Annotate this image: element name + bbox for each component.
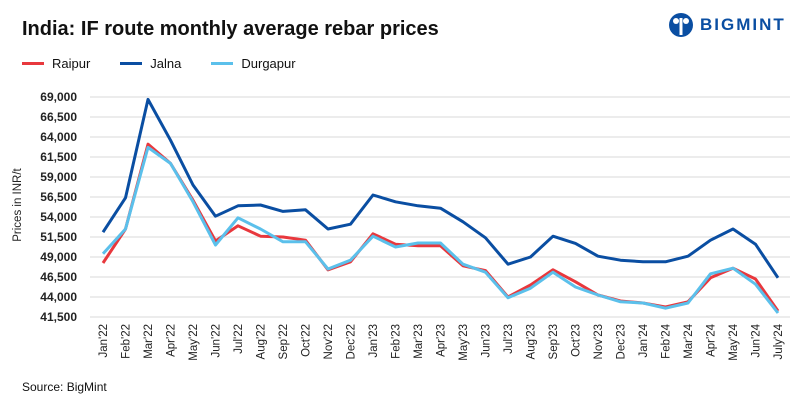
y-tick-label: 41,500	[40, 310, 77, 324]
legend-swatch	[22, 62, 44, 65]
x-tick-label: Jan'23	[368, 324, 380, 358]
x-tick-label: Jun'22	[211, 324, 223, 358]
x-tick-label: July'24	[773, 323, 785, 359]
y-tick-label: 59,000	[40, 170, 77, 184]
y-tick-label: 69,000	[40, 90, 77, 104]
x-tick-label: Apr'24	[706, 323, 718, 356]
legend-label: Raipur	[52, 56, 91, 71]
x-tick-label: Dec'22	[346, 324, 358, 359]
series-line-raipur	[101, 142, 780, 312]
brand-name: BIGMINT	[700, 15, 786, 34]
x-tick-label: Dec'23	[616, 324, 628, 359]
x-tick-label: Sep'22	[278, 324, 290, 359]
x-tick-label: Oct'23	[571, 324, 583, 357]
legend-item-jalna: Jalna	[120, 56, 181, 71]
y-tick-label: 44,000	[40, 290, 77, 304]
bigmint-logo: BIGMINT	[668, 12, 786, 38]
y-tick-label: 66,500	[40, 110, 77, 124]
x-tick-label: Apr'23	[436, 324, 448, 357]
x-tick-label: Nov'23	[593, 324, 605, 359]
legend: Raipur Jalna Durgapur	[22, 56, 296, 71]
x-tick-label: Mar'23	[413, 324, 425, 359]
source-note: Source: BigMint	[22, 380, 107, 394]
series-line-durgapur	[101, 145, 780, 314]
y-axis-label: Prices in INR/t	[12, 167, 24, 241]
x-tick-label: Aug'23	[526, 324, 538, 359]
x-tick-label: Feb'24	[661, 323, 673, 358]
x-tick-label: Jun'23	[481, 324, 493, 358]
legend-swatch	[211, 62, 234, 65]
x-tick-label: Feb'22	[121, 324, 133, 359]
legend-item-raipur: Raipur	[22, 56, 90, 71]
y-tick-label: 64,000	[40, 130, 77, 144]
legend-label: Durgapur	[241, 56, 296, 71]
x-tick-label: Jul'23	[503, 324, 515, 354]
y-tick-label: 54,000	[40, 210, 77, 224]
x-tick-label: Aug'22	[256, 324, 268, 359]
x-tick-label: Sep'23	[548, 324, 560, 359]
series-line-jalna	[101, 97, 780, 279]
x-tick-label: Apr'22	[166, 324, 178, 357]
x-tick-label: May'22	[188, 324, 200, 361]
y-tick-label: 61,500	[40, 150, 77, 164]
x-tick-label: Mar'22	[143, 324, 155, 359]
y-tick-label: 49,000	[40, 250, 77, 264]
x-tick-label: Oct'22	[301, 324, 313, 357]
legend-swatch	[120, 62, 143, 65]
x-tick-label: May'23	[458, 324, 470, 361]
x-tick-label: Nov'22	[323, 324, 335, 359]
y-tick-label: 51,500	[40, 230, 77, 244]
x-tick-label: Jan'22	[98, 324, 110, 358]
y-tick-label: 56,500	[40, 190, 77, 204]
x-tick-label: Mar'24	[683, 323, 695, 358]
legend-label: Jalna	[150, 56, 182, 71]
x-tick-label: Feb'23	[391, 324, 403, 359]
x-tick-label: Jul'22	[233, 324, 245, 354]
x-tick-label: May'24	[728, 323, 740, 360]
x-tick-label: Jan'24	[638, 323, 650, 357]
legend-item-durgapur: Durgapur	[211, 56, 296, 71]
chart-title: India: IF route monthly average rebar pr…	[22, 18, 439, 40]
bigmint-logo-icon	[669, 13, 693, 37]
x-tick-label: Jun'24	[751, 323, 763, 357]
y-tick-label: 46,500	[40, 270, 77, 284]
